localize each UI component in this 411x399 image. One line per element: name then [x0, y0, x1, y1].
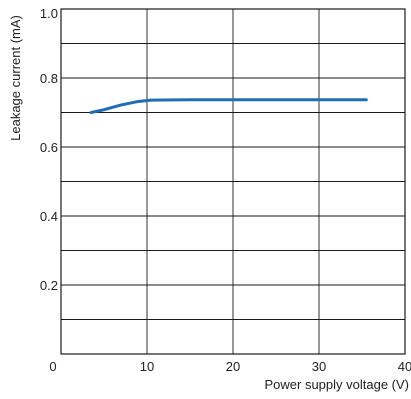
plot-frame [60, 8, 406, 355]
x-tick-label: 20 [226, 359, 240, 374]
x-axis-label: Power supply voltage (V) [264, 377, 409, 392]
x-tick-label: 10 [140, 359, 154, 374]
y-tick-label: 0.8 [40, 71, 58, 86]
series-layer [89, 98, 368, 114]
series-line-1 [89, 98, 368, 114]
y-tick-label: 1.0 [40, 6, 58, 21]
y-tick-label: 0.4 [40, 209, 58, 224]
x-tick-label: 0 [49, 359, 56, 374]
x-tick-labels: 0 10 20 30 40 [49, 359, 411, 374]
grid [61, 9, 405, 354]
x-tick-label: 40 [398, 359, 411, 374]
y-axis-label: Leakage current (mA) [8, 15, 23, 141]
y-tick-label: 0.6 [40, 140, 58, 155]
x-tick-label: 30 [312, 359, 326, 374]
y-tick-labels: 0.2 0.4 0.6 0.8 1.0 [40, 6, 58, 293]
y-tick-label: 0.2 [40, 278, 58, 293]
